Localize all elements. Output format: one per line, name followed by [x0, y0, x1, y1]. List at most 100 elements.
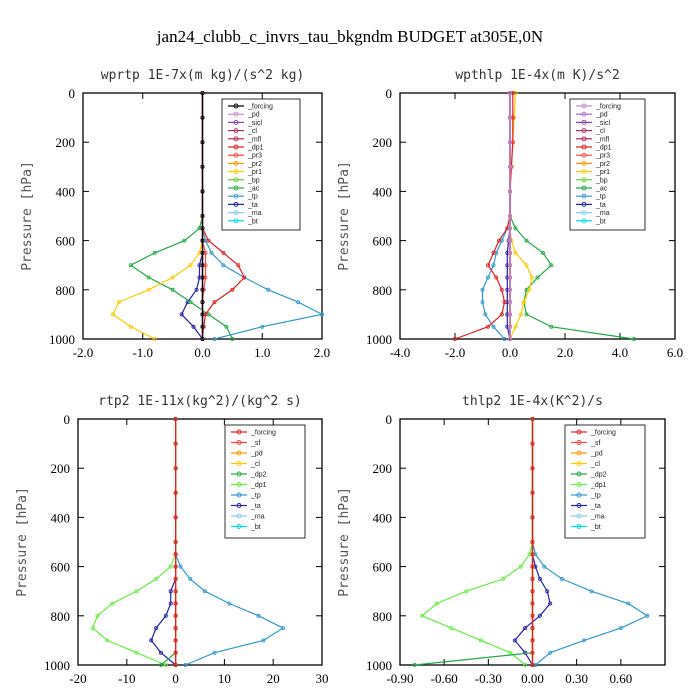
data-point: [494, 275, 499, 280]
data-point: [449, 626, 454, 631]
legend-entry: _forcing: [595, 104, 621, 111]
legend-entry: _ta: [250, 503, 261, 510]
y-axis-label: Pressure [hPa]: [15, 487, 30, 597]
data-point: [530, 638, 535, 643]
y-tick-label: 200: [51, 461, 71, 476]
data-point: [499, 312, 504, 317]
data-point: [212, 650, 217, 655]
data-point: [530, 515, 535, 520]
legend-marker: [236, 492, 242, 498]
series-line-dp1: [91, 419, 177, 666]
data-point: [296, 300, 301, 305]
data-point: [173, 638, 178, 643]
data-point: [200, 300, 205, 305]
series-group: [90, 416, 285, 668]
x-tick-label: -20: [69, 671, 86, 686]
legend-marker: [233, 103, 239, 109]
legend-entry: _bp: [247, 177, 260, 184]
legend-entry: _bt: [595, 218, 606, 225]
legend-entry: _ma: [250, 514, 265, 521]
figure-title: jan24_clubb_c_invrs_tau_bkgndm BUDGET at…: [156, 27, 543, 46]
data-point: [173, 626, 178, 631]
legend: _forcing _sf _pd _cl _dp2 _dp1 _tp _ta _ma _bt: [564, 424, 646, 539]
data-point: [645, 613, 650, 618]
data-point: [173, 490, 178, 495]
data-point: [530, 416, 535, 421]
legend-entry: _dp1: [590, 482, 607, 489]
legend-marker: [581, 128, 587, 134]
data-point: [480, 300, 485, 305]
data-point: [505, 312, 510, 317]
data-point: [200, 140, 205, 145]
data-point: [530, 626, 535, 631]
data-point: [491, 324, 496, 329]
x-tick-label: 30: [316, 671, 329, 686]
legend-marker: [581, 111, 587, 117]
legend-marker: [576, 482, 582, 487]
data-point: [188, 263, 193, 268]
data-point: [485, 324, 490, 329]
legend-entry: _dp1: [595, 145, 612, 152]
data-point: [200, 324, 205, 329]
legend-entry: _ma: [590, 514, 605, 521]
data-point: [95, 613, 100, 618]
legend-marker: [233, 136, 239, 142]
y-tick-label: 0: [386, 412, 393, 427]
data-point: [202, 589, 207, 594]
data-point: [200, 287, 205, 292]
data-point: [134, 589, 139, 594]
data-point: [183, 663, 188, 668]
legend-marker: [581, 201, 587, 207]
legend-entry: _forcing: [247, 104, 273, 111]
data-point: [530, 490, 535, 495]
data-point: [502, 300, 507, 305]
legend-marker: [233, 210, 239, 216]
legend-entry: _bt: [250, 524, 261, 531]
x-tick-label: -1.0: [132, 345, 153, 360]
legend-entry: _sf: [250, 440, 260, 447]
data-point: [535, 275, 540, 280]
data-point: [154, 626, 159, 631]
data-point: [480, 287, 485, 292]
y-tick-label: 0: [69, 86, 76, 101]
data-point: [508, 650, 513, 655]
data-point: [513, 226, 518, 231]
data-point: [230, 287, 235, 292]
data-point: [542, 564, 547, 569]
data-point: [513, 91, 518, 96]
legend-marker: [581, 152, 587, 158]
y-tick-label: 600: [51, 560, 71, 575]
data-point: [236, 263, 241, 268]
x-tick-label: 0.30: [565, 671, 588, 686]
data-point: [507, 140, 512, 145]
data-point: [206, 238, 211, 243]
data-point: [227, 601, 232, 606]
legend-entry: _pd: [595, 112, 608, 119]
x-tick-label: 10: [218, 671, 231, 686]
y-axis-label: Pressure [hPa]: [337, 487, 352, 597]
y-tick-label: 200: [373, 135, 393, 150]
chart-panel-1: wprtp 1E-7x(m kg)/(s^2 kg) Pressure [hPa]…: [20, 68, 330, 360]
data-point: [173, 564, 178, 569]
data-point: [523, 663, 528, 668]
y-tick-label: 1000: [366, 658, 392, 673]
data-point: [548, 601, 553, 606]
legend-marker: [233, 193, 239, 199]
legend-entry: _ac: [247, 186, 260, 193]
data-point: [530, 663, 535, 668]
data-point: [491, 250, 496, 255]
legend-marker: [581, 177, 587, 183]
data-point: [507, 250, 512, 255]
legend-marker: [233, 111, 239, 117]
data-point: [90, 626, 95, 631]
legend-marker: [236, 503, 242, 508]
data-point: [478, 638, 483, 643]
x-tick-label: 4.0: [612, 345, 628, 360]
data-point: [173, 441, 178, 446]
legend-marker: [576, 450, 582, 456]
data-point: [507, 336, 512, 341]
legend-marker: [236, 524, 242, 529]
data-point: [510, 91, 515, 96]
data-point: [168, 564, 173, 569]
data-point: [128, 263, 133, 268]
